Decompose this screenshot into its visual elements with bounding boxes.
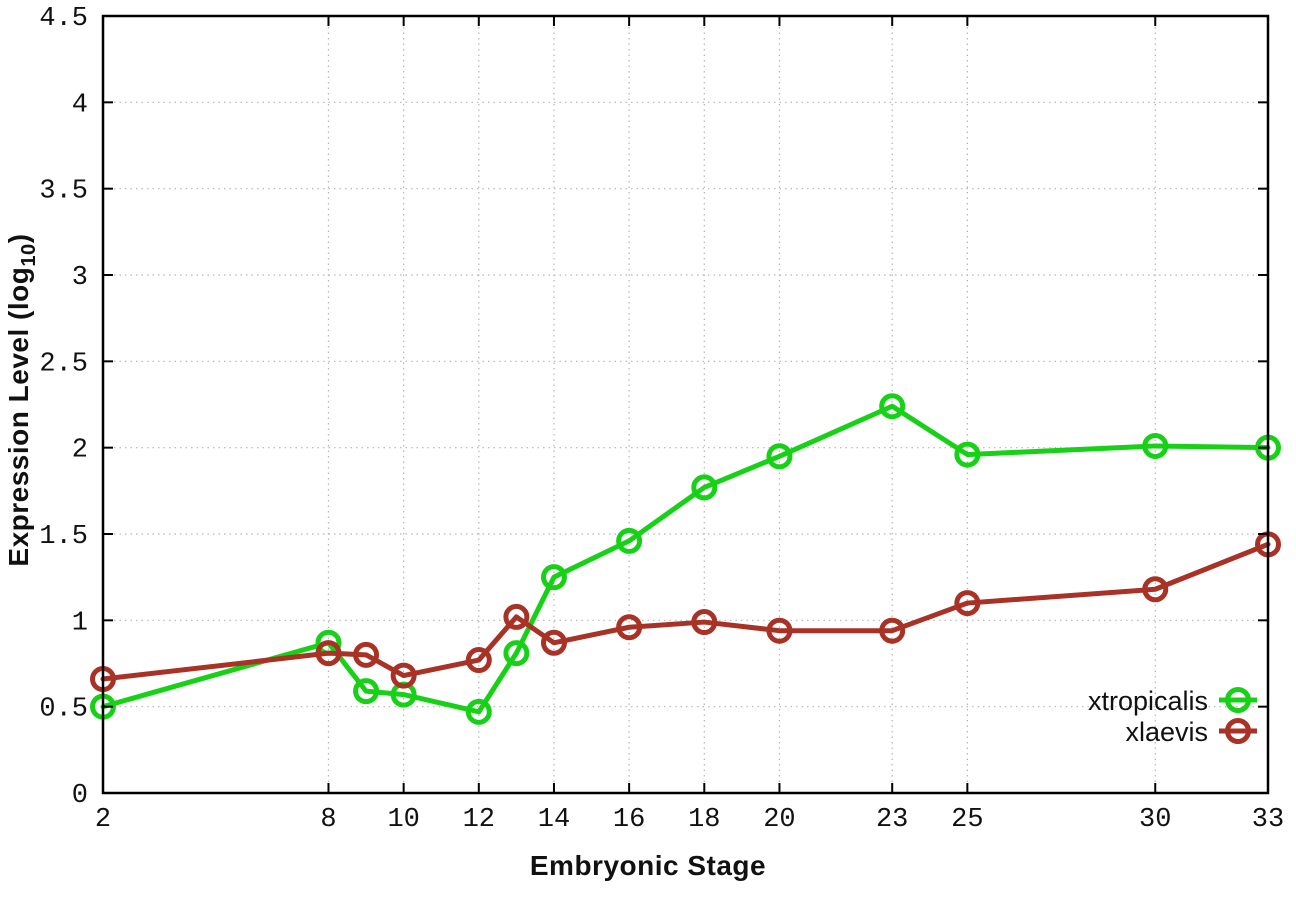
series-marker-xlaevis [954,590,981,617]
series-marker-xtropicalis [879,393,906,420]
x-tick-label: 25 [951,805,983,835]
series-marker-xlaevis [879,617,906,644]
series-marker-xtropicalis [616,527,643,554]
series-marker-xlaevis [766,617,793,644]
series-marker-xlaevis [691,609,718,636]
legend-sample-marker-xtropicalis [1225,687,1251,713]
y-tick-label: 3.5 [39,177,88,207]
series-marker-xlaevis [503,603,530,630]
series-marker-xlaevis [465,647,492,674]
series-marker-xtropicalis [691,474,718,501]
x-tick-label: 16 [613,805,645,835]
x-tick-label: 23 [876,805,908,835]
x-tick-label: 20 [763,805,795,835]
series-marker-xtropicalis [503,640,530,667]
series-marker-xtropicalis [353,678,380,705]
x-tick-label: 2 [95,805,111,835]
y-tick-label: 1.5 [39,522,88,552]
series-marker-xtropicalis [954,441,981,468]
y-tick-label: 2.5 [39,349,88,379]
y-tick-label: 2 [72,436,88,466]
x-tick-label: 14 [538,805,570,835]
y-tick-label: 0 [72,781,88,811]
y-tick-label: 0.5 [39,695,88,725]
series-marker-xtropicalis [540,564,567,591]
y-axis-title: Expression Level (log10) [3,233,41,566]
y-axis-title-subscript: 10 [17,243,40,267]
x-tick-label: 18 [688,805,720,835]
y-tick-label: 3 [72,263,88,293]
series-line-xtropicalis [100,403,1271,715]
y-tick-label: 1 [72,608,88,638]
plot-border [101,14,1270,795]
series-marker-xlaevis [1142,576,1169,603]
x-tick-label: 30 [1139,805,1171,835]
y-tick-label: 4.5 [39,4,88,34]
y-axis-title-main: Expression Level (log [3,266,35,567]
series-marker-xtropicalis [465,698,492,725]
y-tick-label: 4 [72,90,88,120]
series-marker-xlaevis [390,662,417,689]
legend-label-xtropicalis: xtropicalis [1087,686,1208,716]
series-line-xlaevis [100,541,1271,682]
series-marker-xtropicalis [766,443,793,470]
series-marker-xlaevis [353,641,380,668]
series-marker-xtropicalis [1142,432,1169,459]
y-axis-title-close: ) [3,233,35,244]
series-marker-xlaevis [540,629,567,656]
x-tick-label: 12 [463,805,495,835]
series-marker-xlaevis [315,640,342,667]
x-axis-title: Embryonic Stage [529,850,767,881]
legend-sample-marker-xlaevis [1225,718,1251,744]
x-tick-label: 33 [1252,805,1284,835]
x-tick-label: 10 [387,805,419,835]
x-tick-label: 8 [320,805,336,835]
series-marker-xlaevis [616,614,643,641]
legend-label-xlaevis: xlaevis [1125,717,1208,747]
